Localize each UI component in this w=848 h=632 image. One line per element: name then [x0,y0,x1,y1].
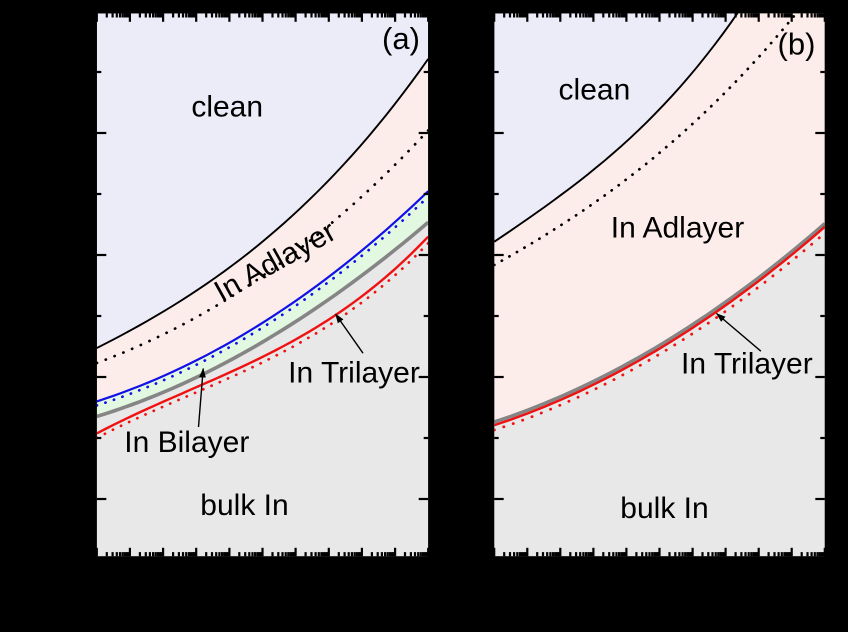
svg-text:In Bilayer: In Bilayer [124,426,249,459]
svg-text:bulk In: bulk In [620,492,708,525]
svg-text:In Adlayer: In Adlayer [611,211,744,244]
svg-text:clean: clean [191,91,263,124]
svg-text:bulk In: bulk In [200,489,288,522]
svg-text:In Trilayer: In Trilayer [681,347,813,380]
svg-text:(b): (b) [778,27,816,62]
svg-text:(a): (a) [382,21,420,56]
svg-text:clean: clean [559,74,631,107]
svg-text:In Trilayer: In Trilayer [288,357,420,390]
